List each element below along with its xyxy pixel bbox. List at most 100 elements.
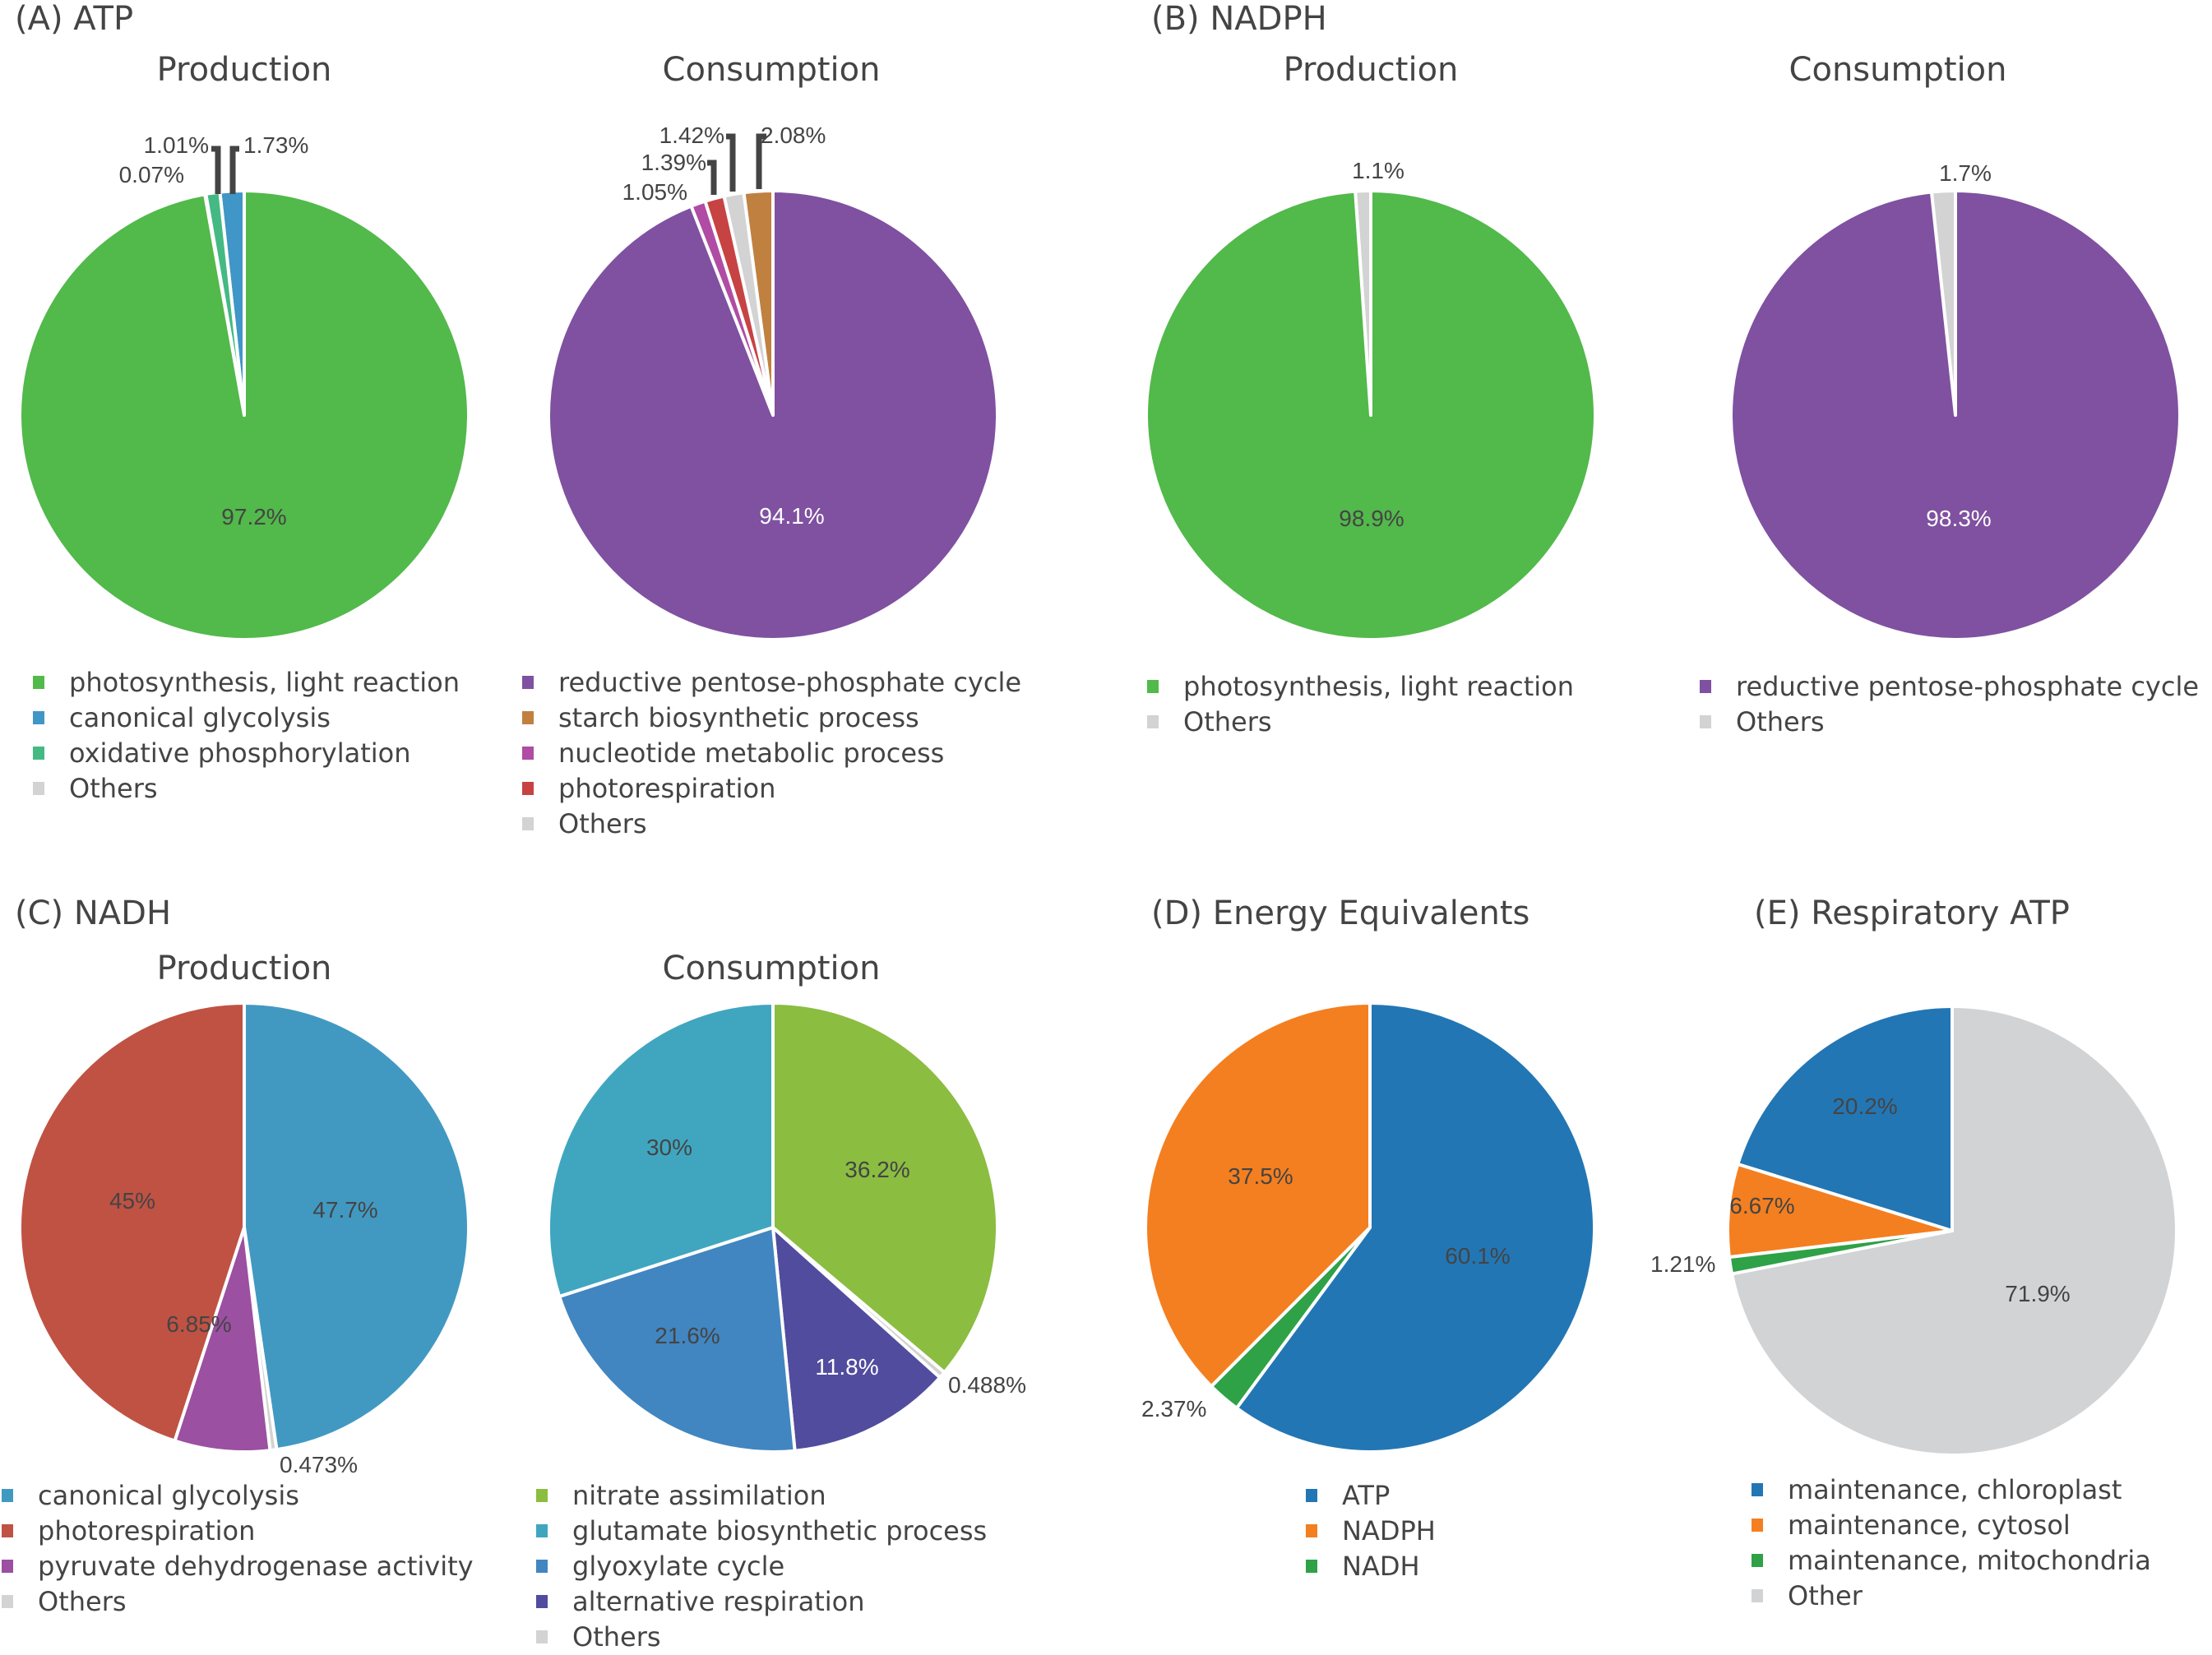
legend-swatch [1752,1553,1763,1567]
legend-item[interactable]: NADH [1306,1548,1436,1583]
legend-label: Others [69,772,158,804]
atp-consumption-pie: 2.08% 1.42%1.39% 1.05% 94.1% [547,123,999,641]
atp-consumption-data-label: 2.08% [761,123,826,148]
nadph-consumption-pie: 1.7% 98.3% [1729,160,2182,641]
legend-label: nucleotide metabolic process [558,737,945,769]
atp-production-data-label: 0.07% [119,162,184,187]
legend-swatch [522,675,534,689]
nadh-consumption-slice-alternative-respiration [771,1226,942,1453]
legend-label: photorespiration [558,772,776,804]
legend-swatch [1147,714,1159,728]
nadh-consumption-data-label: 36.2% [845,1157,909,1182]
legend-item[interactable]: starch biosynthetic process [522,700,1021,735]
legend-item[interactable]: photosynthesis, light reaction [33,664,460,700]
legend-item[interactable]: reductive pentose-phosphate cycle [1700,668,2199,704]
legend-label: alternative respiration [572,1585,865,1617]
nadh-production-data-label: 6.85% [166,1311,231,1337]
nadh-consumption-data-label: 30% [646,1135,692,1160]
nadh-production-data-label: 0.473% [280,1452,358,1477]
legend-label: maintenance, chloroplast [1788,1473,2122,1505]
nadh-consumption-title: Consumption [662,950,881,987]
atp-consumption-title: Consumption [662,51,881,89]
legend-item[interactable]: Other [1752,1578,2151,1613]
legend-label: maintenance, cytosol [1788,1509,2071,1541]
legend-item[interactable]: maintenance, chloroplast [1752,1472,2151,1507]
nadh-consumption-slice-nitrate-assimilation [771,1001,999,1375]
atp-consumption-label-callout [707,159,717,195]
legend-swatch [1700,679,1711,693]
legend-swatch [1306,1559,1317,1573]
atp-production-label-callout [229,146,239,194]
legend-swatch [536,1488,548,1502]
legend-item[interactable]: maintenance, cytosol [1752,1507,2151,1542]
legend-item[interactable]: maintenance, mitochondria [1752,1542,2151,1578]
legend-item[interactable]: nucleotide metabolic process [522,735,1021,770]
nadh-consumption-data-label: 21.6% [655,1323,720,1348]
panel-b-title: (B) NADPH [1151,0,1327,38]
legend-item[interactable]: reductive pentose-phosphate cycle [522,664,1021,700]
nadh-consumption-data-label: 11.8% [815,1354,878,1380]
atp-production-pie: 1.73% 1.01% 0.07% 97.2% [18,132,470,641]
nadph-production-data-label: 98.9% [1339,506,1404,531]
atp-consumption-label-callout [756,133,766,189]
legend-item[interactable]: nitrate assimilation [536,1477,987,1513]
panel-e-title: (E) Respiratory ATP [1754,895,2070,932]
atp-consumption-legend: reductive pentose-phosphate cycle starch … [522,664,1021,841]
legend-label: ATP [1342,1479,1391,1511]
atp-consumption-data-label: 1.39% [641,150,706,175]
legend-item[interactable]: Others [1147,704,1574,739]
nadh-production-data-label: 47.7% [312,1197,377,1223]
legend-item[interactable]: glutamate biosynthetic process [536,1513,987,1548]
legend-swatch [1752,1588,1763,1602]
legend-swatch [522,781,534,795]
nadph-production-title: Production [1283,51,1459,89]
atp-consumption-label-callout [726,133,736,192]
atp-production-title: Production [156,51,332,89]
energy-equivalents-slice-nadph [1144,1001,1372,1389]
energy-equivalents-data-label: 37.5% [1228,1163,1293,1189]
legend-item[interactable]: NADPH [1306,1513,1436,1548]
respiratory-atp-legend: maintenance, chloroplast maintenance, cyt… [1752,1472,2151,1613]
legend-label: nitrate assimilation [572,1479,826,1511]
legend-item[interactable]: Others [1700,704,2199,739]
legend-item[interactable]: glyoxylate cycle [536,1548,987,1583]
legend-swatch [33,710,44,724]
atp-consumption-data-label: 1.42% [659,123,724,148]
nadh-production-data-label: 45% [109,1188,155,1214]
respiratory-atp-data-label: 1.21% [1650,1251,1715,1277]
atp-production-data-label: 97.2% [221,504,286,529]
nadh-consumption-legend: nitrate assimilation glutamate biosynthet… [536,1477,987,1654]
legend-item[interactable]: ATP [1306,1477,1436,1513]
respiratory-atp-slice-maintenance-cytosol [1726,1162,1954,1260]
legend-swatch [1700,714,1711,728]
atp-production-data-label: 1.01% [144,132,209,158]
panel-c-title: (C) NADH [15,895,172,932]
legend-item[interactable]: pyruvate dehydrogenase activity [2,1548,474,1583]
legend-item[interactable]: Others [2,1583,474,1619]
legend-label: photorespiration [38,1514,256,1546]
legend-label: Others [1183,705,1272,737]
legend-swatch [1147,679,1159,693]
legend-item[interactable]: photorespiration [522,770,1021,806]
energy-equivalents-slice-atp [1234,1001,1596,1454]
atp-production-label-callout [211,146,221,194]
legend-item[interactable]: Others [33,770,460,806]
legend-item[interactable]: canonical glycolysis [33,700,460,735]
legend-item[interactable]: photorespiration [2,1513,474,1548]
nadph-consumption-data-label: 1.7% [1939,160,1992,186]
legend-item[interactable]: canonical glycolysis [2,1477,474,1513]
legend-label: NADH [1342,1550,1420,1582]
legend-item[interactable]: Others [536,1619,987,1654]
legend-label: Others [572,1620,661,1653]
legend-item[interactable]: alternative respiration [536,1583,987,1619]
respiratory-atp-data-label: 20.2% [1832,1093,1897,1119]
legend-item[interactable]: oxidative phosphorylation [33,735,460,770]
nadh-production-slice-pyruvate-dehydrogenase-activity [173,1226,272,1454]
legend-swatch [536,1630,548,1643]
legend-swatch [522,710,534,724]
legend-item[interactable]: photosynthesis, light reaction [1147,668,1574,704]
legend-swatch [536,1523,548,1537]
legend-item[interactable]: Others [522,806,1021,841]
atp-consumption-slice-reductive-pentose-phosphate-cycle [547,189,999,641]
